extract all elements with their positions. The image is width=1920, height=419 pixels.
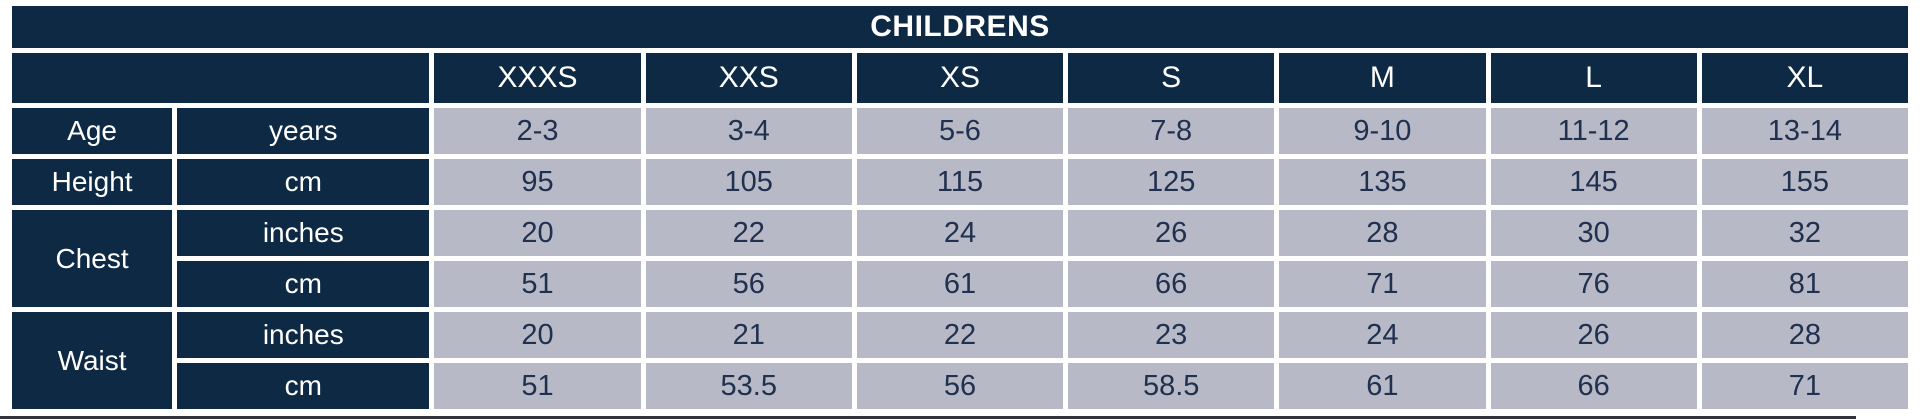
header-spacer-cell [12, 53, 430, 103]
value-cell: 20 [434, 210, 641, 256]
value-cell: 115 [856, 159, 1064, 205]
value-cell: 125 [1068, 159, 1275, 205]
value-cell: 56 [645, 261, 852, 307]
value-cell: 66 [1490, 363, 1697, 409]
row-unit: inches [177, 210, 430, 256]
row-unit: cm [177, 363, 430, 409]
row-label: Age [12, 108, 173, 154]
value-cell: 56 [856, 363, 1064, 409]
chart-title: CHILDRENS [12, 6, 1908, 48]
value-cell: 135 [1279, 159, 1486, 205]
table-row: Waist inches 20 21 22 23 24 26 28 [12, 312, 1908, 409]
value-cell: 28 [1279, 210, 1486, 256]
value-cell: 26 [1490, 312, 1697, 358]
table-row: Age years 2-3 3-4 5-6 7-8 9-10 11-12 13-14 [12, 108, 1908, 154]
table-row: Height cm 95 105 115 125 135 145 155 [12, 159, 1908, 205]
row-label: Height [12, 159, 173, 205]
value-cell: 155 [1701, 159, 1908, 205]
value-cell: 7-8 [1068, 108, 1275, 154]
row-unit: years [177, 108, 430, 154]
value-cell: 23 [1068, 312, 1275, 358]
size-column-header: XL [1701, 53, 1908, 103]
value-cell: 61 [1279, 363, 1486, 409]
value-cell: 145 [1490, 159, 1697, 205]
value-cell: 66 [1068, 261, 1275, 307]
value-cell: 28 [1701, 312, 1908, 358]
value-cell: 81 [1701, 261, 1908, 307]
value-cell: 22 [856, 312, 1064, 358]
row-label: Waist [12, 312, 173, 409]
size-column-header: S [1068, 53, 1275, 103]
size-chart-body: Age years 2-3 3-4 5-6 7-8 9-10 11-12 13-14 Height… [12, 108, 1908, 409]
value-cell: 58.5 [1068, 363, 1275, 409]
value-cell: 2-3 [434, 108, 641, 154]
value-cell: 32 [1701, 210, 1908, 256]
value-cell: 105 [645, 159, 852, 205]
row-label: Chest [12, 210, 173, 307]
size-column-header: XXXS [434, 53, 641, 103]
title-row: CHILDRENS [12, 6, 1908, 48]
value-cell: 76 [1490, 261, 1697, 307]
value-cell: 5-6 [856, 108, 1064, 154]
value-cell: 53.5 [645, 363, 852, 409]
size-column-header: XXS [645, 53, 852, 103]
value-cell: 20 [434, 312, 641, 358]
value-cell: 26 [1068, 210, 1275, 256]
value-cell: 13-14 [1701, 108, 1908, 154]
row-unit: cm [177, 159, 430, 205]
size-column-header: XS [856, 53, 1064, 103]
value-cell: 30 [1490, 210, 1697, 256]
value-cell: 21 [645, 312, 852, 358]
value-cell: 11-12 [1490, 108, 1697, 154]
size-header-row: XXXS XXS XS S M L XL [12, 53, 1908, 103]
row-unit: cm [177, 261, 430, 307]
value-cell: 24 [856, 210, 1064, 256]
row-unit: inches [177, 312, 430, 358]
value-cell: 22 [645, 210, 852, 256]
table-row: Chest inches 20 22 24 26 28 30 32 [12, 210, 1908, 307]
table-row: cm 51 53.5 56 58.5 61 66 71 [12, 363, 1908, 409]
value-cell: 95 [434, 159, 641, 205]
value-cell: 9-10 [1279, 108, 1486, 154]
value-cell: 71 [1701, 363, 1908, 409]
value-cell: 24 [1279, 312, 1486, 358]
value-cell: 51 [434, 363, 641, 409]
childrens-size-chart: CHILDRENS XXXS XXS XS S M L XL Age years 2-3 3-4 5… [7, 1, 1913, 414]
value-cell: 71 [1279, 261, 1486, 307]
size-column-header: M [1279, 53, 1486, 103]
value-cell: 3-4 [645, 108, 852, 154]
size-column-header: L [1490, 53, 1697, 103]
value-cell: 51 [434, 261, 641, 307]
value-cell: 61 [856, 261, 1064, 307]
table-row: cm 51 56 61 66 71 76 81 [12, 261, 1908, 307]
